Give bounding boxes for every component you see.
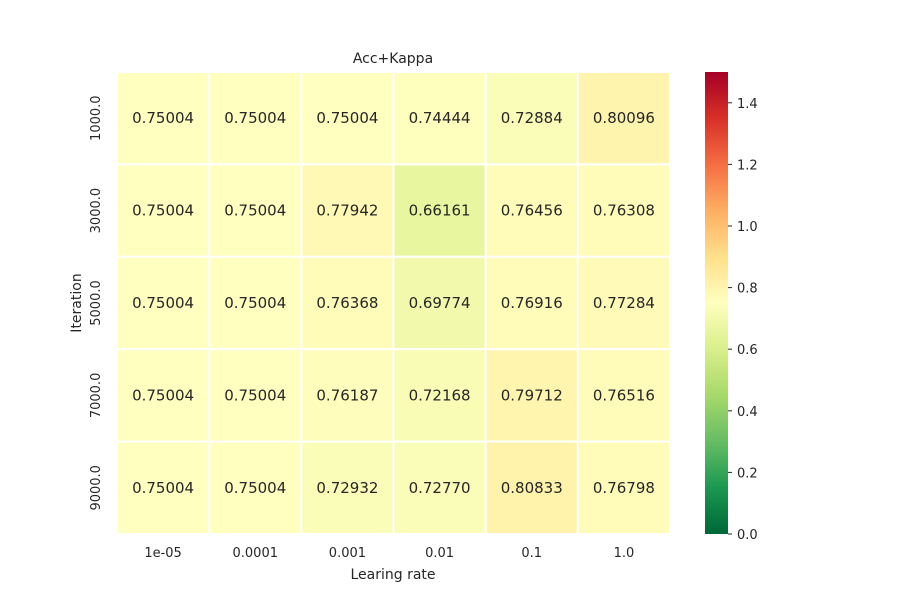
- colorbar-tick-label: 0.2: [737, 466, 758, 481]
- x-tick-label: 1.0: [614, 546, 635, 561]
- x-tick-label: 0.0001: [233, 546, 279, 561]
- cell-value-label: 0.75004: [132, 479, 194, 497]
- cell-value-label: 0.66161: [409, 202, 471, 220]
- x-tick-label: 0.001: [329, 546, 366, 561]
- colorbar-tick-label: 1.2: [737, 158, 758, 173]
- cell-value-label: 0.80096: [593, 109, 655, 127]
- heatmap-cell: [392, 163, 487, 258]
- heatmap-cell: [208, 348, 303, 443]
- cell-value-label: 0.76308: [593, 202, 655, 220]
- cell-value-label: 0.80833: [501, 479, 563, 497]
- y-axis-label: Iteration: [69, 273, 85, 332]
- cell-value-label: 0.76798: [593, 479, 655, 497]
- cell-value-label: 0.77284: [593, 294, 655, 312]
- heatmap-cell: [300, 440, 395, 536]
- cell-value-label: 0.75004: [316, 109, 378, 127]
- x-tick-label: 0.1: [521, 546, 542, 561]
- heatmap-cells: [116, 71, 671, 536]
- cell-value-label: 0.76187: [316, 386, 378, 404]
- x-tick-label: 1e-05: [144, 546, 182, 561]
- x-tick-label: 0.01: [425, 546, 454, 561]
- cell-value-label: 0.79712: [501, 386, 563, 404]
- heatmap-cell: [392, 440, 487, 536]
- colorbar-tick-label: 0.4: [737, 405, 758, 420]
- cell-value-label: 0.75004: [224, 294, 286, 312]
- heatmap-cell: [208, 255, 303, 351]
- cell-value-label: 0.76516: [593, 386, 655, 404]
- heatmap-cell: [576, 440, 671, 536]
- cell-value-label: 0.75004: [224, 202, 286, 220]
- cell-value-label: 0.77942: [316, 202, 378, 220]
- cell-value-label: 0.72168: [409, 386, 471, 404]
- colorbar-tick-label: 0.0: [737, 528, 758, 543]
- colorbar-tick-label: 0.8: [737, 282, 758, 297]
- cell-value-label: 0.74444: [409, 109, 471, 127]
- cell-value-label: 0.75004: [132, 386, 194, 404]
- cell-value-label: 0.75004: [132, 109, 194, 127]
- heatmap-cell: [576, 163, 671, 258]
- y-tick-label: 3000.0: [89, 188, 104, 234]
- colorbar-tick-label: 1.4: [737, 97, 758, 112]
- heatmap-cell: [484, 255, 579, 351]
- heatmap-cell: [208, 163, 303, 258]
- y-tick-label: 1000.0: [89, 95, 104, 141]
- colorbar-ticks: 0.0 0.2 0.4 0.6 0.8 1.0 1.2 1.4: [728, 97, 758, 543]
- heatmap-cell: [484, 348, 579, 443]
- cell-value-label: 0.75004: [132, 294, 194, 312]
- chart-title: Acc+Kappa: [353, 51, 433, 67]
- heatmap-cell: [116, 440, 211, 536]
- cell-value-label: 0.69774: [409, 294, 471, 312]
- cell-value-label: 0.75004: [224, 109, 286, 127]
- heatmap-cell: [300, 348, 395, 443]
- cell-value-label: 0.72932: [316, 479, 378, 497]
- y-tick-label: 7000.0: [89, 373, 104, 419]
- heatmap-cell-labels: 0.75004 0.75004 0.75004 0.74444 0.72884 0.800…: [132, 109, 655, 497]
- y-tick-label: 5000.0: [89, 280, 104, 326]
- cell-value-label: 0.75004: [224, 479, 286, 497]
- colorbar-tick-label: 0.6: [737, 343, 758, 358]
- heatmap-cell: [116, 348, 211, 443]
- y-tick-label: 9000.0: [89, 465, 104, 511]
- heatmap-cell: [392, 348, 487, 443]
- cell-value-label: 0.72770: [409, 479, 471, 497]
- cell-value-label: 0.75004: [132, 202, 194, 220]
- heatmap-cell: [576, 71, 671, 166]
- colorbar-tick-label: 1.0: [737, 220, 758, 235]
- cell-value-label: 0.75004: [224, 386, 286, 404]
- heatmap-cell: [300, 71, 395, 166]
- heatmap-cell: [392, 255, 487, 351]
- cell-value-label: 0.72884: [501, 109, 563, 127]
- y-tick-labels: 1000.0 3000.0 5000.0 7000.0 9000.0: [89, 95, 104, 510]
- colorbar: [705, 72, 728, 534]
- x-tick-labels: 1e-05 0.0001 0.001 0.01 0.1 1.0: [144, 546, 634, 561]
- heatmap-cell: [576, 255, 671, 351]
- x-axis-label: Learing rate: [350, 567, 435, 583]
- heatmap-cell: [484, 440, 579, 536]
- cell-value-label: 0.76456: [501, 202, 563, 220]
- heatmap-cell: [208, 71, 303, 166]
- heatmap-cell: [576, 348, 671, 443]
- cell-value-label: 0.76916: [501, 294, 563, 312]
- heatmap-cell: [116, 71, 211, 166]
- cell-value-label: 0.76368: [316, 294, 378, 312]
